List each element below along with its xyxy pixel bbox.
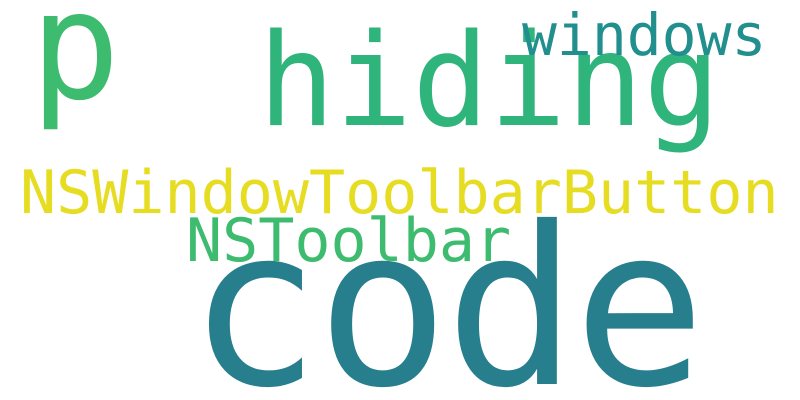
word-windows: windows (522, 1, 767, 69)
word-nswindowtoolbarbutton: NSWindowToolbarButton (20, 158, 779, 228)
word-code: code (188, 180, 706, 400)
word-hiding: hiding (258, 7, 721, 156)
word-p: p (30, 0, 121, 134)
word-nstoolbar: NSToolbar (186, 206, 512, 276)
